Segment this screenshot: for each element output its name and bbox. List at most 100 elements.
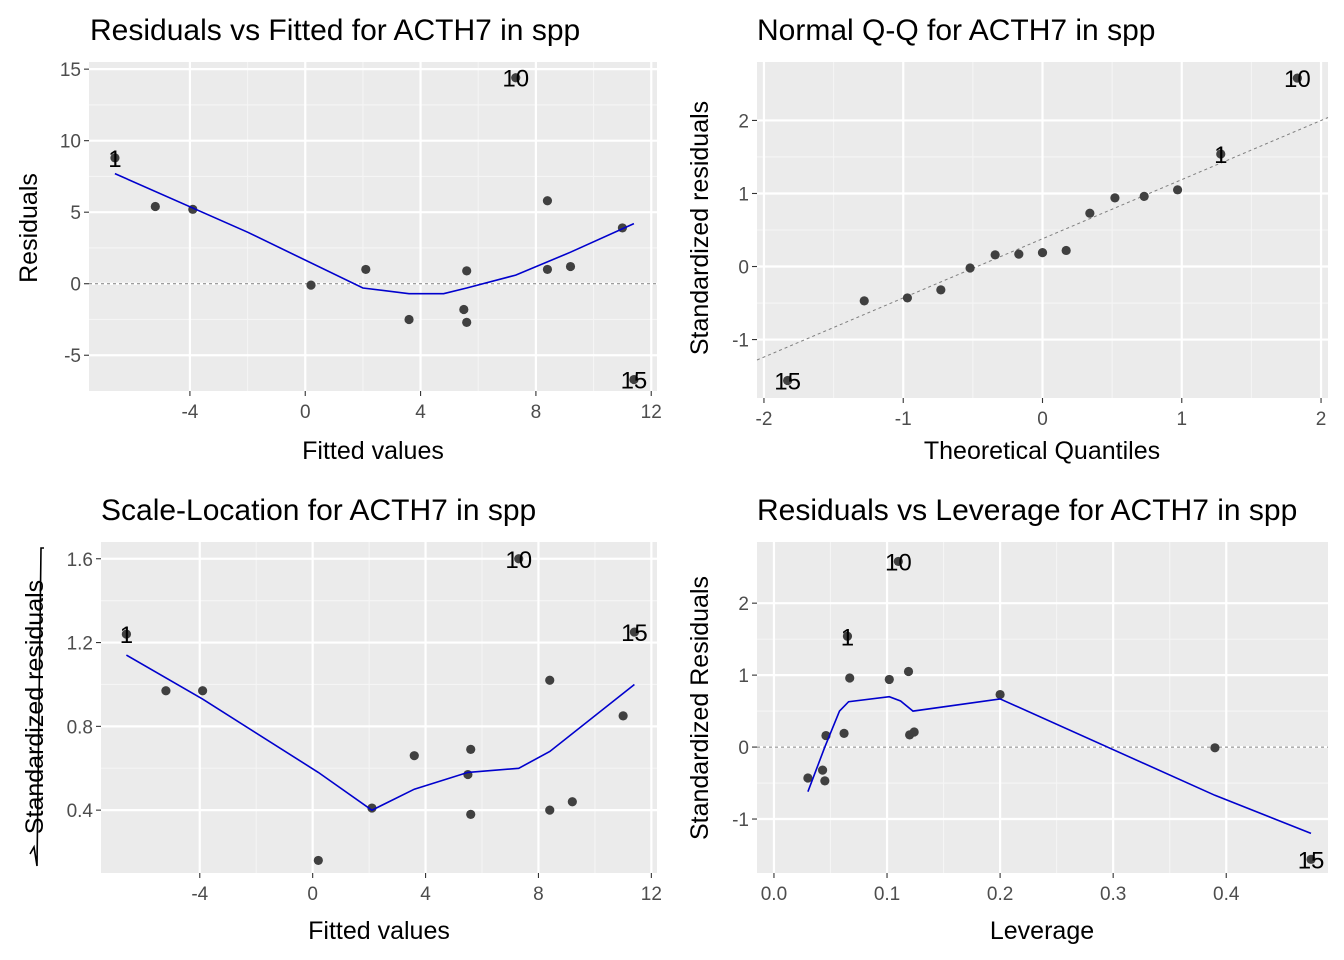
data-point	[459, 304, 469, 315]
x-tick-label: 0.0	[761, 884, 787, 905]
data-point	[361, 264, 371, 275]
y-axis-label: Standardized residuals	[21, 580, 49, 834]
data-point	[965, 263, 975, 273]
x-tick-label: 8	[533, 884, 544, 905]
y-tick-label: 0.4	[67, 801, 94, 822]
data-point	[466, 809, 476, 819]
y-axis-label: Residuals	[15, 173, 43, 283]
x-tick-label: -4	[191, 884, 208, 905]
data-point	[565, 261, 576, 272]
y-tick-label: 5	[70, 203, 81, 224]
x-tick-label: 0.2	[987, 884, 1013, 905]
panel-normal-qq: Normal Q-Q for ACTH7 in spp Theoretical …	[686, 14, 1329, 465]
data-point	[198, 686, 208, 696]
panel-residuals-vs-fitted: Residuals vs Fitted for ACTH7 in spp Fit…	[15, 14, 662, 465]
x-tick-label: 0.4	[1213, 884, 1240, 905]
y-tick-label: 0	[70, 275, 81, 296]
qq-reference-line	[756, 117, 1329, 361]
data-point	[884, 674, 894, 685]
y-tick-label: 0	[738, 258, 749, 279]
data-point	[1172, 185, 1183, 195]
y-tick-label: 1	[738, 184, 749, 205]
data-point	[462, 266, 472, 276]
data-point	[902, 293, 913, 303]
x-tick-label: 1	[1176, 409, 1187, 430]
data-point	[909, 727, 919, 737]
smooth-line	[125, 654, 635, 812]
data-point	[845, 673, 855, 683]
data-point	[1210, 743, 1220, 753]
x-tick-label: 2	[1316, 409, 1327, 430]
data-point	[409, 751, 419, 761]
x-tick-label: 0	[1037, 409, 1048, 430]
point-label: 10	[505, 547, 532, 574]
panel-scale-location: Scale-Location for ACTH7 in spp Fitted v…	[21, 494, 662, 945]
data-point	[995, 689, 1005, 700]
panel-background	[89, 62, 657, 391]
plot-area: -4 0 4 8 12 -5 0 5 10 15 10 1 15	[60, 60, 662, 423]
point-label: 15	[621, 368, 648, 395]
y-tick-label: 2	[738, 594, 749, 615]
data-point	[462, 317, 472, 327]
data-point	[511, 73, 521, 83]
data-point	[306, 280, 316, 290]
data-point	[1014, 249, 1024, 259]
data-point	[121, 629, 132, 639]
smooth-line	[807, 695, 1312, 835]
point-label: 15	[774, 368, 801, 395]
y-axis-label: Standardized Residuals	[686, 576, 714, 840]
data-point	[567, 797, 577, 807]
data-point	[1216, 149, 1226, 159]
x-tick-label: -1	[895, 409, 912, 430]
point-label: 10	[1284, 66, 1311, 93]
data-point	[903, 666, 914, 677]
plot-area: -4 0 4 8 12 0.4 0.8 1.2 1.6 10 15 1	[67, 542, 662, 905]
data-point	[893, 556, 903, 567]
y-tick-label: 1.2	[67, 634, 93, 655]
panel-residuals-vs-leverage: Residuals vs Leverage for ACTH7 in spp L…	[686, 494, 1328, 945]
x-axis-label: Theoretical Quantiles	[924, 437, 1160, 465]
plot-area: -2 -1 0 1 2 -1 0 1 2 10 1 15	[732, 62, 1329, 430]
smooth-line	[114, 172, 635, 295]
data-point	[783, 375, 793, 386]
point-label: 1	[1214, 142, 1227, 169]
point-label: 15	[621, 620, 648, 647]
x-tick-label: 0	[307, 884, 318, 905]
y-tick-label: 0	[738, 738, 749, 759]
data-point	[859, 296, 869, 306]
data-point	[466, 744, 476, 754]
plot-area: 0.0 0.1 0.2 0.3 0.4 -1 0 1 2 10 1 15	[732, 542, 1328, 905]
y-tick-label: -1	[732, 331, 749, 352]
y-tick-label: 2	[738, 111, 749, 132]
x-axis-label: Leverage	[990, 917, 1094, 945]
data-point	[161, 686, 171, 696]
point-label: 1	[108, 146, 121, 173]
y-axis-label-group: Standardized residuals	[21, 547, 49, 867]
data-point	[803, 773, 813, 783]
data-point	[313, 855, 323, 866]
panel-title: Residuals vs Fitted for ACTH7 in spp	[90, 14, 580, 47]
data-point	[150, 201, 160, 212]
y-axis-label: Standardized residuals	[686, 101, 714, 355]
x-tick-label: 12	[641, 884, 662, 905]
y-tick-label: -5	[64, 346, 81, 367]
data-point	[542, 264, 553, 275]
x-tick-label: 0	[300, 402, 311, 423]
x-axis-label: Fitted values	[302, 437, 444, 465]
data-point	[463, 769, 473, 780]
x-tick-label: -4	[181, 402, 198, 423]
y-tick-label: 1.6	[67, 550, 93, 571]
panel-title: Normal Q-Q for ACTH7 in spp	[757, 14, 1155, 47]
y-tick-label: 10	[60, 132, 81, 153]
data-point	[404, 314, 414, 325]
panel-background	[101, 542, 657, 873]
data-point	[1306, 854, 1316, 864]
y-tick-label: -1	[732, 810, 749, 831]
data-point	[1292, 73, 1302, 83]
data-point	[514, 554, 524, 564]
data-point	[990, 250, 1000, 260]
x-tick-label: 0.1	[874, 884, 900, 905]
x-tick-label: 8	[531, 402, 542, 423]
x-tick-label: 4	[420, 884, 431, 905]
